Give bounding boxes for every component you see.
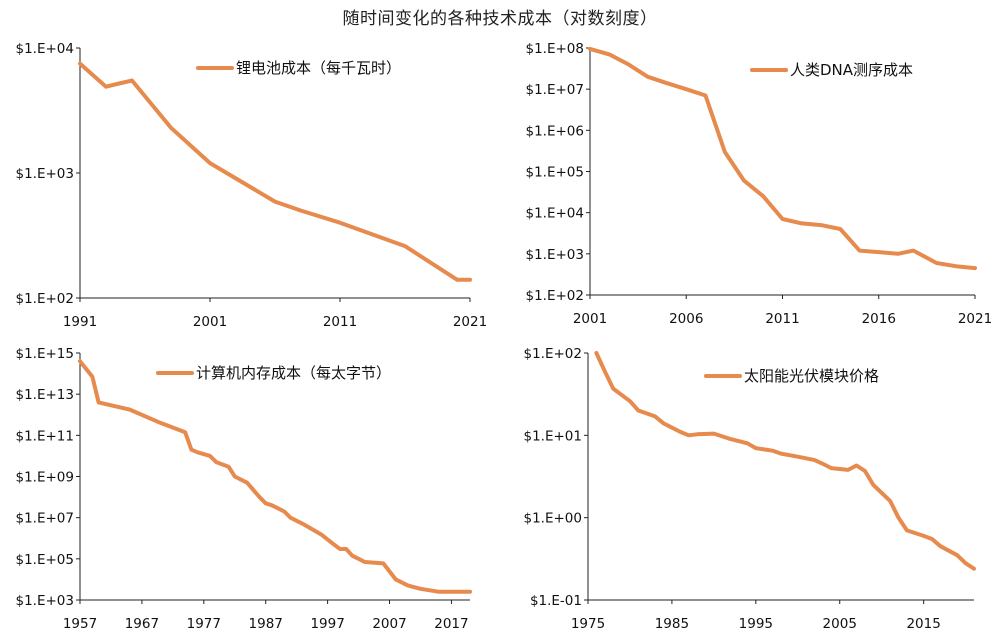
chart-lithium-battery-cost: $1.E+04 $1.E+03 $1.E+02 1991 2001 2011 2021 锂电池… [16, 41, 488, 330]
x-tick-label: 1995 [739, 616, 773, 632]
y-tick-label: $1.E+05 [16, 552, 75, 568]
y-tick-label: $1.E+05 [526, 165, 585, 181]
y-tick-label: $1.E+11 [16, 428, 75, 444]
y-tick-label: $1.E+02 [524, 346, 583, 362]
x-tick-label: 2021 [453, 314, 487, 330]
y-tick-label: $1.E+02 [526, 288, 585, 304]
x-tick-label: 2015 [906, 616, 940, 632]
y-tick-label: $1.E+07 [526, 82, 585, 98]
x-tick-label: 1991 [63, 314, 97, 330]
x-tick-label: 1975 [571, 616, 605, 632]
x-tick-label: 2006 [669, 311, 703, 327]
x-tick-label: 1957 [63, 616, 97, 632]
chart-solar-pv-module-price: $1.E+02 $1.E+01 $1.E+00 $1.E-01 1975 1985 1995… [524, 346, 976, 632]
y-tick-label: $1.E+02 [16, 291, 75, 307]
y-tick-label: $1.E+13 [16, 387, 75, 403]
y-tick-label: $1.E+03 [16, 166, 75, 182]
y-tick-label: $1.E+08 [526, 41, 585, 57]
x-tick-label: 1985 [655, 616, 689, 632]
legend-label: 太阳能光伏模块价格 [744, 367, 879, 385]
y-tick-label: $1.E+03 [526, 247, 585, 263]
x-tick-label: 2011 [765, 311, 799, 327]
series-line [78, 61, 472, 282]
x-tick-label: 1977 [187, 616, 221, 632]
y-tick-label: $1.E+04 [526, 206, 585, 222]
legend-label: 计算机内存成本（每太字节） [196, 364, 391, 382]
x-tick-label: 1997 [310, 616, 344, 632]
x-tick-label: 1987 [249, 616, 283, 632]
y-tick-label: $1.E+07 [16, 511, 75, 527]
y-tick-label: $1.E-01 [530, 593, 582, 609]
x-tick-label: 2021 [958, 311, 992, 327]
x-tick-label: 2017 [434, 616, 468, 632]
y-tick-label: $1.E+00 [524, 511, 583, 527]
x-tick-label: 2011 [323, 314, 357, 330]
series-line [78, 359, 472, 594]
y-tick-label: $1.E+09 [16, 470, 75, 486]
x-tick-label: 1967 [125, 616, 159, 632]
chart-computer-memory-cost: $1.E+15 $1.E+13 $1.E+11 $1.E+09 $1.E+07 $1.E+… [16, 346, 472, 632]
x-tick-label: 2016 [862, 311, 896, 327]
y-tick-label: $1.E+15 [16, 346, 75, 362]
series-line [588, 46, 977, 271]
x-tick-label: 2001 [193, 314, 227, 330]
y-tick-label: $1.E+01 [524, 428, 583, 444]
series-line [594, 351, 976, 571]
y-tick-label: $1.E+06 [526, 123, 585, 139]
chart-dna-sequencing-cost: $1.E+08 $1.E+07 $1.E+06 $1.E+05 $1.E+04 $1.E+… [526, 41, 993, 327]
x-tick-label: 2007 [372, 616, 406, 632]
main-title: 随时间变化的各种技术成本（对数刻度） [342, 9, 658, 29]
legend-label: 锂电池成本（每千瓦时） [236, 59, 401, 77]
x-tick-label: 2001 [573, 311, 607, 327]
y-tick-label: $1.E+03 [16, 593, 75, 609]
y-tick-label: $1.E+04 [16, 41, 75, 57]
x-tick-label: 2005 [823, 616, 857, 632]
legend-label: 人类DNA测序成本 [790, 61, 913, 79]
